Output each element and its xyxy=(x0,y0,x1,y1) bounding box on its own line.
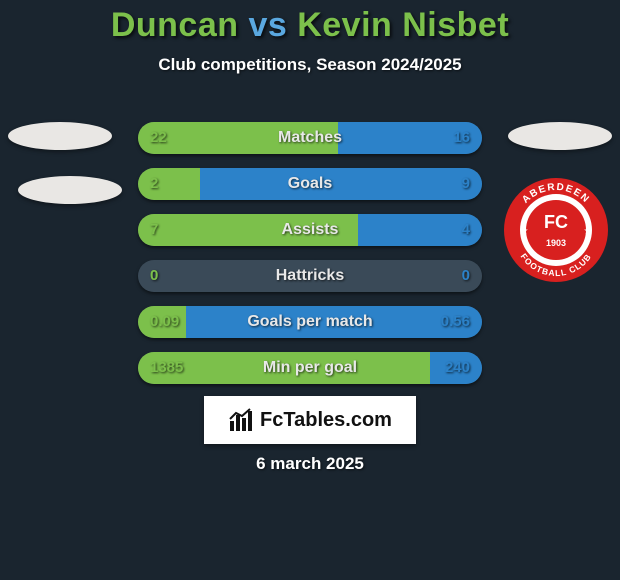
player1-club-placeholder xyxy=(18,176,122,204)
page-title: Duncan vs Kevin Nisbet xyxy=(0,6,620,45)
stat-label: Goals per match xyxy=(138,306,482,338)
player2-club-badge: ABERDEEN FOOTBALL CLUB FC 1903 ★ ★ xyxy=(502,176,610,284)
brand-chart-icon xyxy=(228,407,254,433)
brand-badge: FcTables.com xyxy=(204,396,416,444)
stat-row: 74Assists xyxy=(138,214,482,246)
stats-container: 2216Matches 29Goals 74Assists 00Hattricks 0.… xyxy=(138,122,482,398)
player1-photo-placeholder xyxy=(8,122,112,150)
stat-row: 1385240Min per goal xyxy=(138,352,482,384)
stat-row: 0.090.56Goals per match xyxy=(138,306,482,338)
stat-label: Hattricks xyxy=(138,260,482,292)
stat-label: Min per goal xyxy=(138,352,482,384)
title-player1: Duncan xyxy=(111,6,239,44)
stat-label: Matches xyxy=(138,122,482,154)
player2-photo-placeholder xyxy=(508,122,612,150)
club-year: 1903 xyxy=(546,238,566,248)
title-player2: Kevin Nisbet xyxy=(297,6,509,44)
date-text: 6 march 2025 xyxy=(0,454,620,474)
star-right-icon: ★ xyxy=(584,226,593,237)
stat-row: 29Goals xyxy=(138,168,482,200)
subtitle: Club competitions, Season 2024/2025 xyxy=(0,55,620,75)
comparison-card: Duncan vs Kevin Nisbet Club competitions… xyxy=(0,0,620,580)
stat-row: 2216Matches xyxy=(138,122,482,154)
stat-row: 00Hattricks xyxy=(138,260,482,292)
stat-label: Goals xyxy=(138,168,482,200)
title-vs: vs xyxy=(239,6,298,44)
star-left-icon: ★ xyxy=(520,226,529,237)
stat-label: Assists xyxy=(138,214,482,246)
brand-text: FcTables.com xyxy=(260,409,392,432)
club-center-text: FC xyxy=(544,212,568,232)
